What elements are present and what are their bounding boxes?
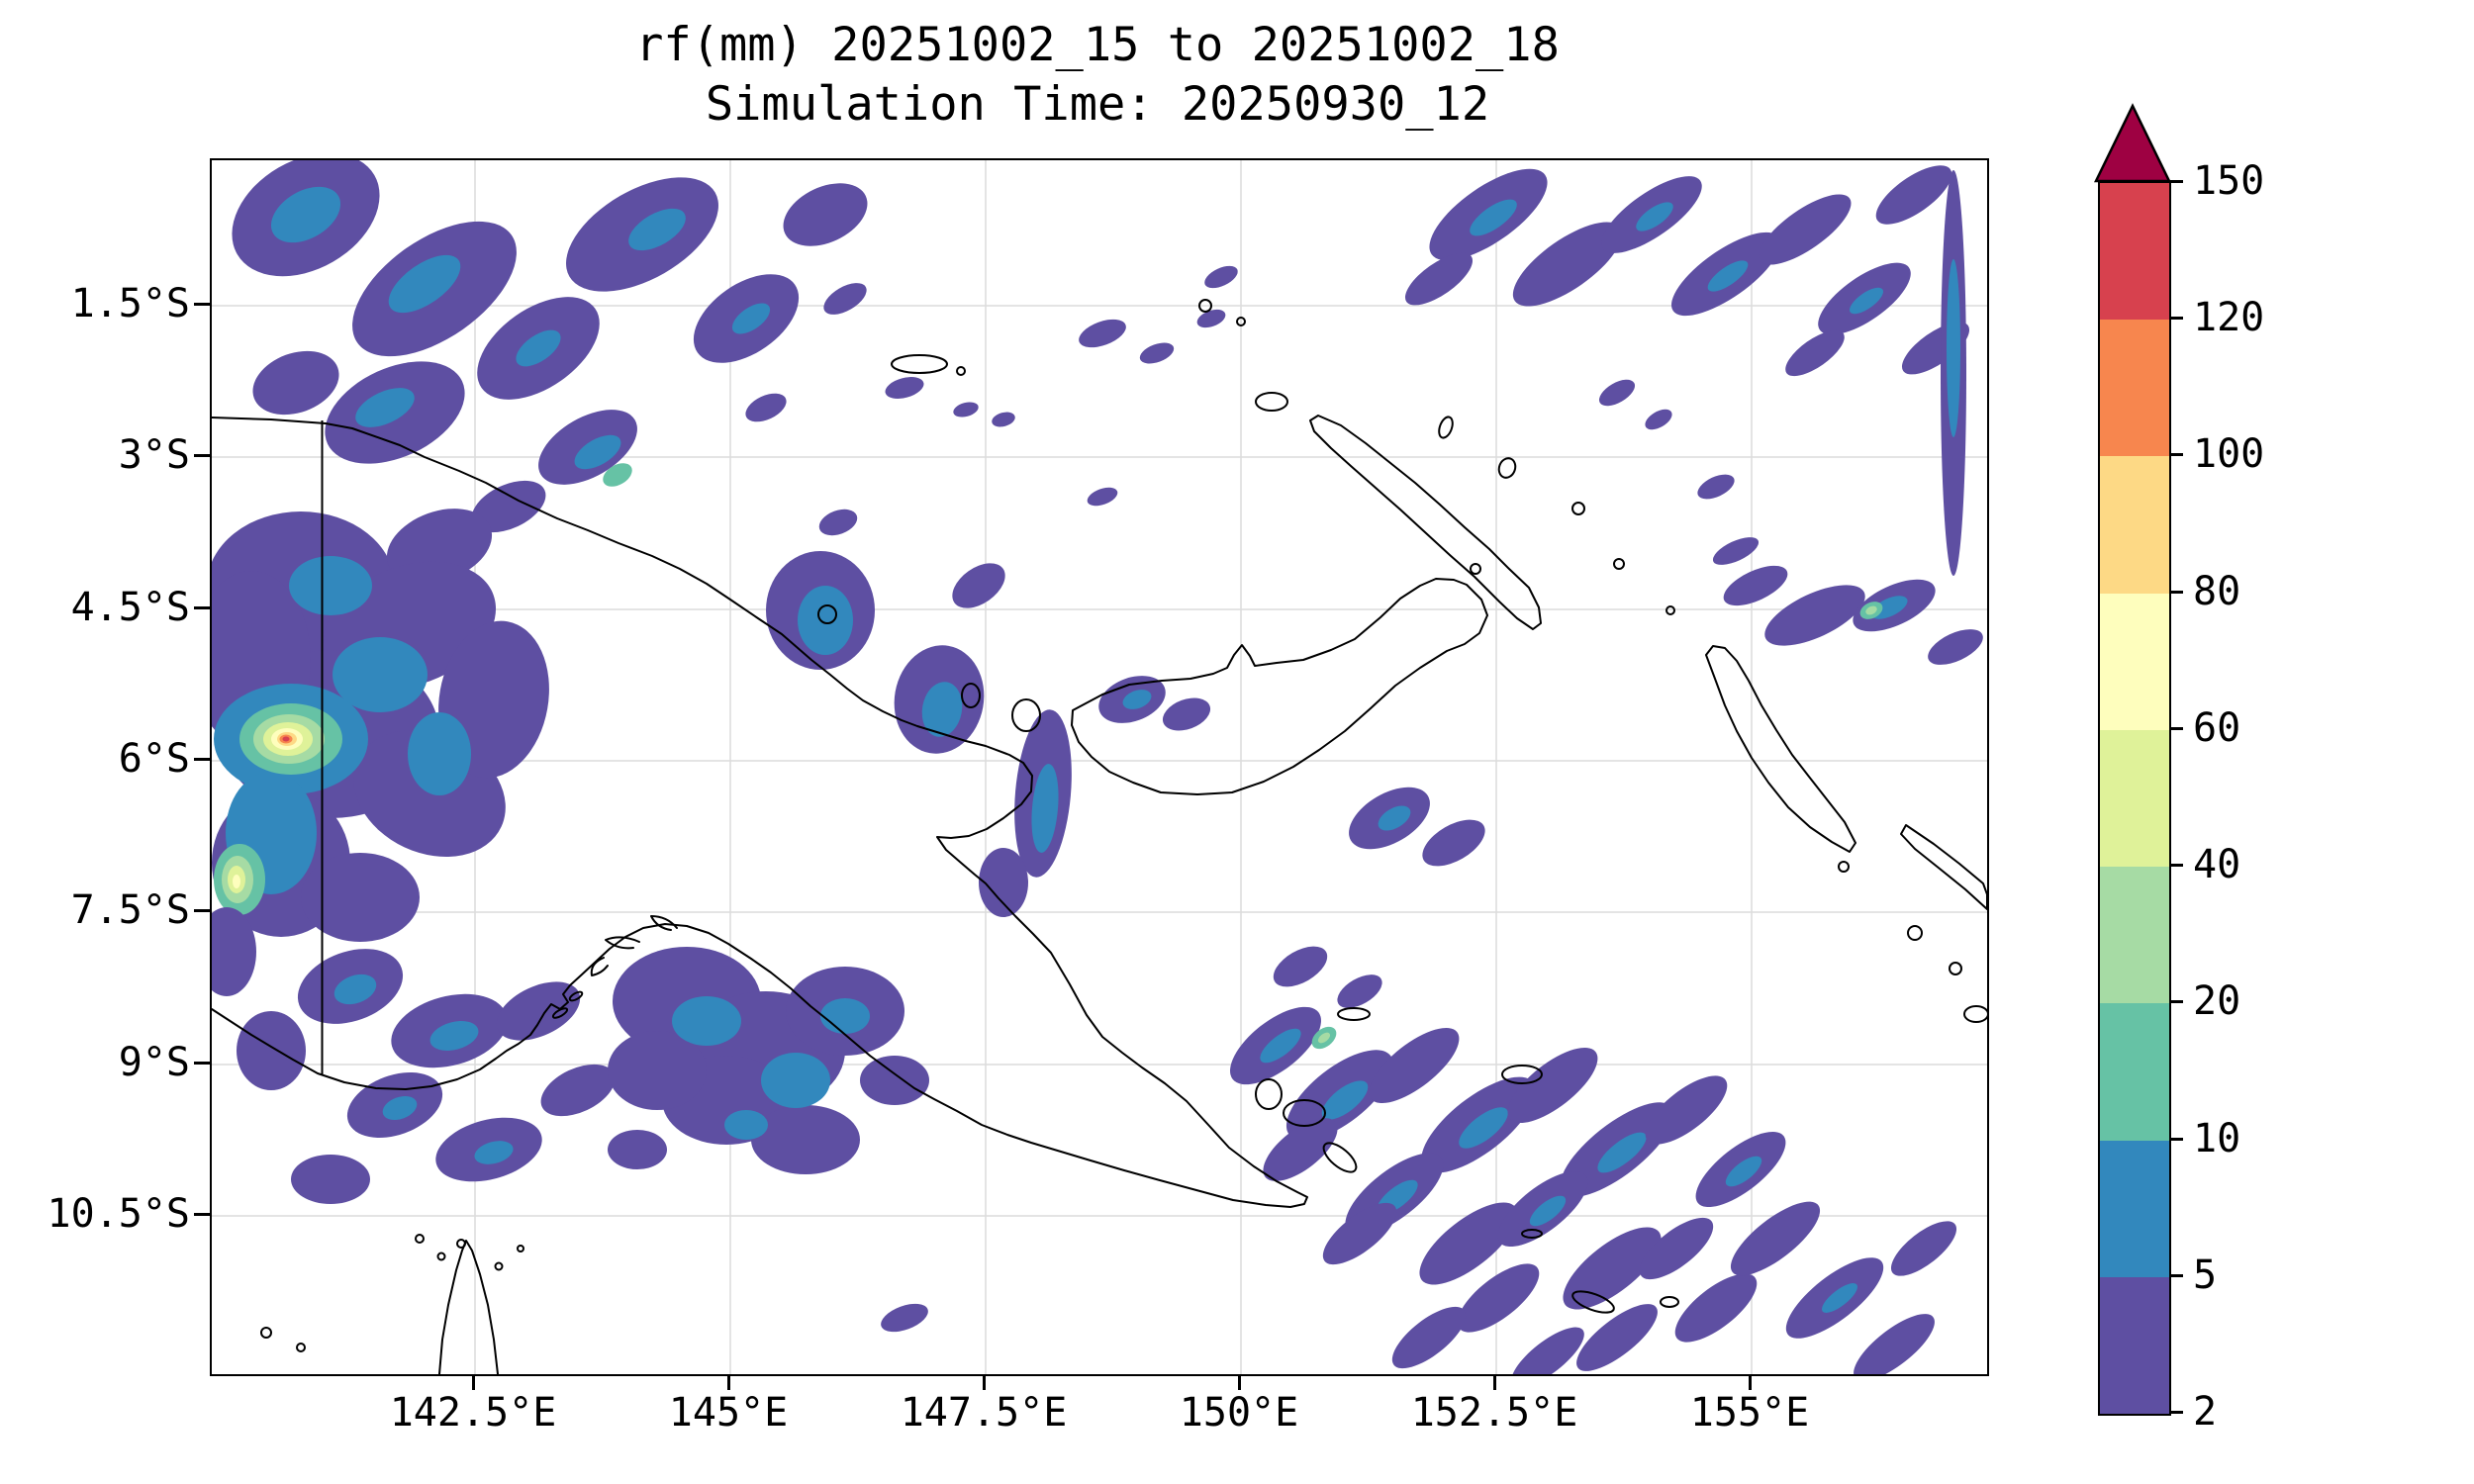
colorbar-tick-80	[2169, 591, 2183, 594]
y-tick-6	[194, 1062, 210, 1065]
y-tick-4	[194, 758, 210, 761]
y-tick-1	[194, 303, 210, 306]
colorbar-segment-2-5	[2100, 1276, 2169, 1414]
colorbar-label-10: 10	[2193, 1116, 2241, 1161]
y-axis-label-2: 3°S	[118, 432, 190, 478]
colorbar-segment-80-100	[2100, 456, 2169, 594]
x-axis-label-5: 152.5°E	[1410, 1390, 1578, 1436]
x-tick-5	[1493, 1374, 1496, 1390]
cape-york-coastline	[438, 1240, 499, 1374]
colorbar-tick-2	[2169, 1411, 2183, 1414]
new-ireland-island	[1309, 415, 1542, 630]
x-axis-label-4: 150°E	[1179, 1390, 1299, 1436]
rain-region-gulf-of-papua	[608, 947, 929, 1333]
y-axis-label-1: 1.5°S	[70, 281, 190, 326]
colorbar-segment-10-20	[2100, 1003, 2169, 1141]
colorbar-tick-120	[2169, 317, 2183, 320]
rain-region-south	[212, 907, 616, 1204]
colorbar-tick-100	[2169, 453, 2183, 456]
rain-region-northeast	[1404, 165, 1970, 576]
colorbar-tick-40	[2169, 864, 2183, 867]
colorbar-segment-60-80	[2100, 593, 2169, 730]
plot-title-line1: rf(mm) 20251002_15 to 20251002_18	[635, 18, 1560, 72]
colorbar-segment-100-120	[2100, 320, 2169, 457]
colorbar-label-120: 120	[2193, 295, 2265, 340]
colorbar-label-5: 5	[2193, 1252, 2218, 1298]
colorbar-segment-40-60	[2100, 729, 2169, 868]
x-tick-6	[1749, 1374, 1752, 1390]
colorbar-label-60: 60	[2193, 705, 2241, 751]
coastlines	[212, 299, 1987, 1374]
x-axis-label-2: 145°E	[668, 1390, 789, 1436]
y-axis-label-5: 7.5°S	[70, 887, 190, 933]
y-tick-7	[194, 1213, 210, 1216]
y-tick-5	[194, 909, 210, 912]
y-axis-label-6: 9°S	[118, 1040, 190, 1085]
colorbar-tick-20	[2169, 1000, 2183, 1003]
colorbar-tick-60	[2169, 727, 2183, 730]
gulf-estuaries	[590, 915, 678, 976]
y-tick-2	[194, 454, 210, 457]
x-axis-label-6: 155°E	[1689, 1390, 1810, 1436]
rain-region-west-maximum	[212, 509, 549, 942]
rain-field	[212, 160, 1983, 1374]
x-tick-1	[472, 1374, 475, 1390]
plot-title-line2: Simulation Time: 20250930_12	[705, 77, 1490, 132]
new-britain-island	[1071, 578, 1488, 795]
y-tick-3	[194, 606, 210, 609]
y-axis-label-7: 10.5°S	[47, 1191, 191, 1237]
rain-region-northwest	[232, 160, 868, 533]
colorbar	[2098, 181, 2171, 1416]
colorbar-tick-150	[2169, 180, 2183, 183]
y-axis-label-3: 4.5°S	[70, 585, 190, 630]
colorbar-label-20: 20	[2193, 978, 2241, 1024]
colorbar-extend-triangle	[2094, 103, 2171, 183]
colorbar-segment-20-40	[2100, 867, 2169, 1004]
colorbar-label-100: 100	[2193, 431, 2265, 477]
colorbar-label-80: 80	[2193, 569, 2241, 614]
x-tick-3	[983, 1374, 986, 1390]
colorbar-label-40: 40	[2193, 842, 2241, 887]
rain-region-solomon-sea-north	[1273, 379, 1760, 1008]
x-axis-label-3: 147.5°E	[900, 1390, 1068, 1436]
y-axis-label-4: 6°S	[118, 736, 190, 782]
map-svg	[212, 160, 1987, 1374]
new-guinea-coastline	[212, 417, 1308, 1208]
colorbar-label-150: 150	[2193, 158, 2265, 204]
colorbar-segment-120-150	[2100, 183, 2169, 321]
rain-region-east-cell	[1723, 565, 1983, 665]
x-tick-4	[1238, 1374, 1241, 1390]
x-tick-2	[727, 1374, 730, 1390]
small-islands	[260, 299, 1987, 1352]
colorbar-tick-10	[2169, 1138, 2183, 1141]
x-axis-label-1: 142.5°E	[389, 1390, 557, 1436]
colorbar-label-2: 2	[2193, 1389, 2218, 1435]
bougainville-island	[1705, 645, 1856, 853]
gridlines	[212, 160, 1987, 1374]
colorbar-tick-5	[2169, 1274, 2183, 1277]
rain-region-southeast-bands	[1230, 1006, 1957, 1374]
colorbar-segment-5-10	[2100, 1140, 2169, 1277]
map-plot-area	[210, 158, 1989, 1376]
choiseul-island-partial	[1900, 824, 1987, 910]
